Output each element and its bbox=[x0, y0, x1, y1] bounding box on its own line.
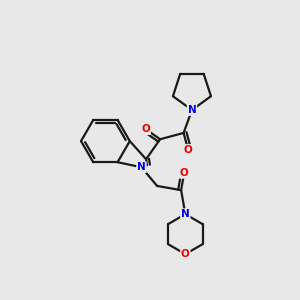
Text: N: N bbox=[188, 105, 196, 115]
Text: O: O bbox=[184, 145, 193, 155]
Text: O: O bbox=[181, 249, 190, 259]
Text: N: N bbox=[181, 209, 190, 219]
Text: O: O bbox=[141, 124, 150, 134]
Text: N: N bbox=[137, 162, 146, 172]
Text: O: O bbox=[180, 168, 188, 178]
